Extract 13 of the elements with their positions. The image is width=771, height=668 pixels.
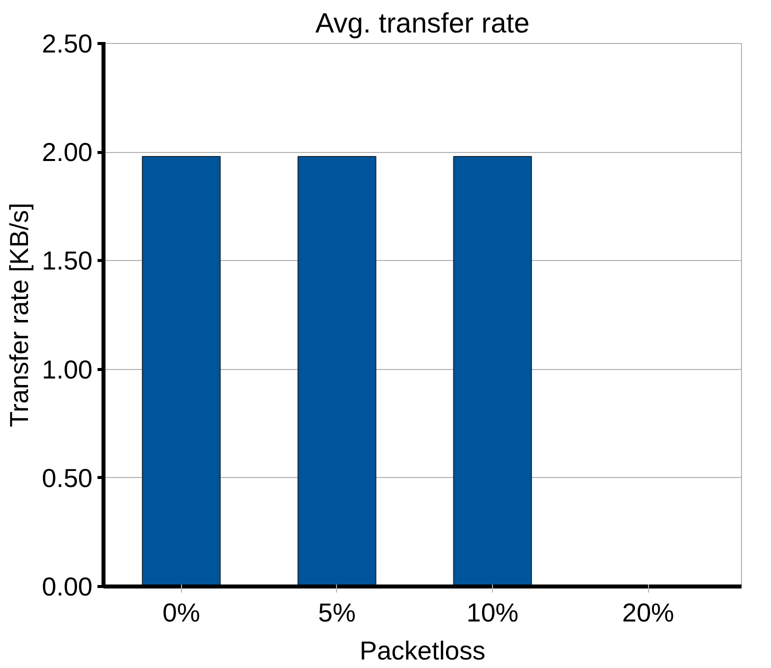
y-axis-title: Transfer rate [KB/s]: [4, 202, 34, 428]
y-tick-label: 2.50: [42, 28, 93, 58]
x-tick-label: 0%: [162, 598, 200, 628]
x-axis-title: Packetloss: [360, 636, 486, 666]
x-tick-label: 5%: [318, 598, 356, 628]
y-tick-label: 2.00: [42, 137, 93, 168]
x-tick-label: 10%: [466, 598, 519, 628]
x-tick-label: 20%: [622, 598, 674, 628]
y-tick-label: 1.50: [42, 246, 93, 276]
chart-title: Avg. transfer rate: [315, 8, 530, 38]
y-tick-label: 0.50: [42, 462, 93, 493]
y-tick-label: 0.00: [42, 572, 93, 602]
y-tick-label: 1.00: [42, 354, 93, 384]
